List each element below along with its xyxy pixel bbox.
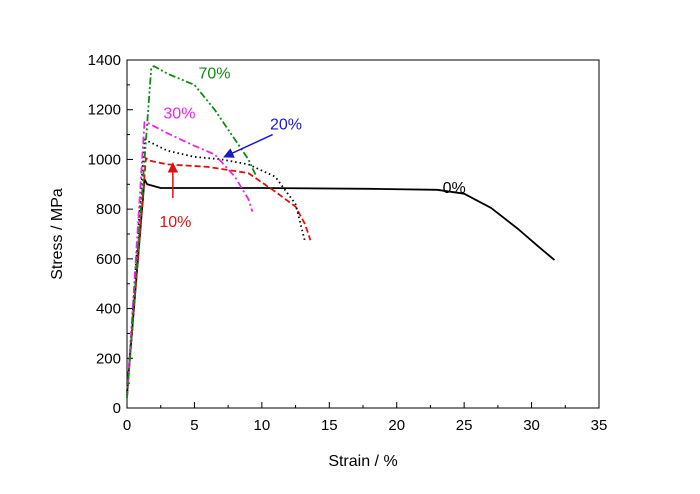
y-tick-label: 1400 bbox=[88, 52, 121, 69]
plot-frame bbox=[126, 59, 600, 409]
series-label: 0% bbox=[443, 180, 466, 197]
series-lines bbox=[126, 65, 556, 399]
y-tick-label: 200 bbox=[96, 350, 121, 367]
x-tick-label: 25 bbox=[456, 417, 473, 434]
series-line bbox=[126, 121, 254, 399]
series-line bbox=[126, 178, 556, 394]
x-tick-label: 5 bbox=[190, 417, 198, 434]
series-label: 10% bbox=[159, 214, 191, 231]
y-tick-label: 1200 bbox=[88, 102, 121, 119]
y-tick-label: 400 bbox=[96, 301, 121, 318]
series-label: 20% bbox=[270, 117, 302, 134]
y-tick-label: 800 bbox=[96, 201, 121, 218]
axis-tick-labels: 0 5 10 15 20 25 30 35 0 200 400 600 800 1000 1200 1400 bbox=[88, 52, 608, 434]
series-line bbox=[126, 157, 312, 396]
label-arrow bbox=[223, 133, 273, 158]
series-label: 70% bbox=[198, 66, 230, 83]
x-tick-label: 20 bbox=[388, 417, 405, 434]
series-label: 30% bbox=[163, 105, 195, 122]
series-line bbox=[126, 138, 306, 396]
x-tick-label: 30 bbox=[523, 417, 540, 434]
x-tick-label: 35 bbox=[591, 417, 608, 434]
x-tick-label: 10 bbox=[254, 417, 271, 434]
series-line bbox=[126, 65, 258, 399]
y-tick-label: 600 bbox=[96, 251, 121, 268]
x-axis-title: Strain / % bbox=[328, 453, 397, 470]
axis-ticks bbox=[126, 59, 600, 409]
y-tick-label: 1000 bbox=[88, 151, 121, 168]
x-tick-label: 15 bbox=[321, 417, 338, 434]
x-tick-label: 0 bbox=[123, 417, 131, 434]
y-axis-title: Stress / MPa bbox=[49, 188, 66, 280]
label-arrows bbox=[167, 133, 273, 198]
y-tick-label: 0 bbox=[113, 400, 121, 417]
series-labels: 0% 10% 20% 30% 70% bbox=[159, 66, 465, 231]
